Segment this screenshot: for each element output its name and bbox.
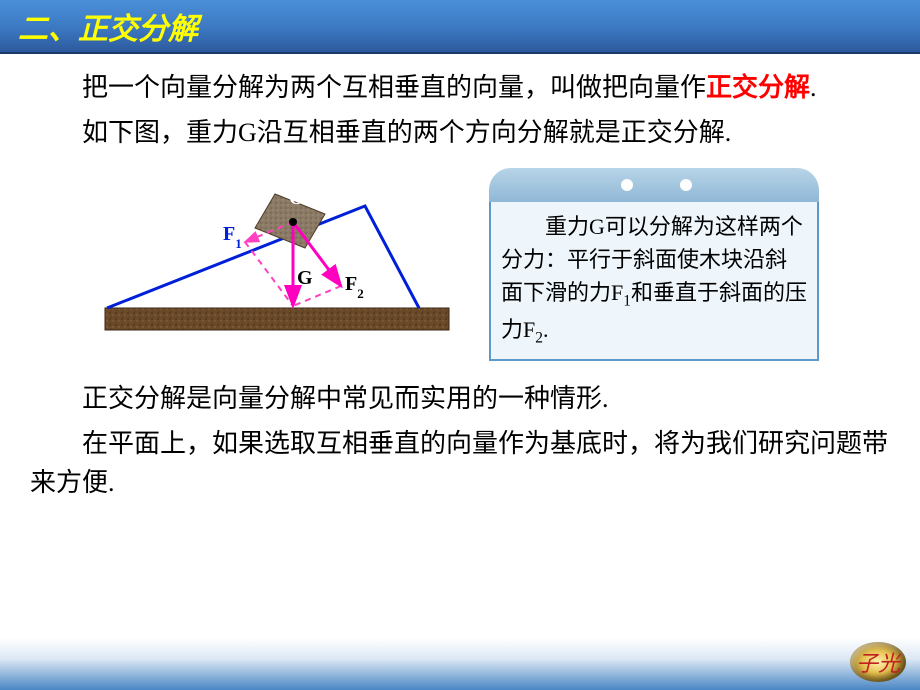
- svg-text:G: G: [297, 267, 313, 289]
- paragraph-1: 把一个向量分解为两个互相垂直的向量，叫做把向量作正交分解.: [30, 68, 890, 107]
- diagram-svg: O F1 G F2: [85, 162, 455, 337]
- callout-top: [489, 168, 819, 202]
- svg-text:O: O: [289, 187, 305, 209]
- svg-text:F1: F1: [223, 223, 242, 251]
- paragraph-3: 正交分解是向量分解中常见而实用的一种情形.: [30, 379, 890, 418]
- callout-t3: .: [543, 317, 549, 342]
- svg-text:F2: F2: [345, 273, 364, 301]
- paragraph-2: 如下图，重力G沿互相垂直的两个方向分解就是正交分解.: [30, 113, 890, 152]
- diagram-row: O F1 G F2 重力G可以分解为这样两个分力：平行于斜面使木块沿斜面下滑的力F1和…: [30, 162, 890, 361]
- footer-bar: [0, 638, 920, 690]
- callout-body: 重力G可以分解为这样两个分力：平行于斜面使木块沿斜面下滑的力F1和垂直于斜面的压…: [489, 202, 819, 361]
- logo-icon: 子光: [850, 642, 906, 682]
- force-diagram: O F1 G F2: [85, 162, 455, 337]
- page-title: 二、正交分解: [18, 4, 198, 48]
- callout-s1: 1: [623, 292, 631, 309]
- callout-s2: 2: [535, 329, 543, 346]
- para1-highlight: 正交分解: [706, 73, 810, 102]
- callout-box: 重力G可以分解为这样两个分力：平行于斜面使木块沿斜面下滑的力F1和垂直于斜面的压…: [489, 168, 819, 361]
- paragraph-4: 在平面上，如果选取互相垂直的向量作为基底时，将为我们研究问题带来方便.: [30, 424, 890, 502]
- para1-text-c: .: [810, 73, 817, 102]
- para1-text-a: 把一个向量分解为两个互相垂直的向量，叫做把向量作: [82, 73, 706, 102]
